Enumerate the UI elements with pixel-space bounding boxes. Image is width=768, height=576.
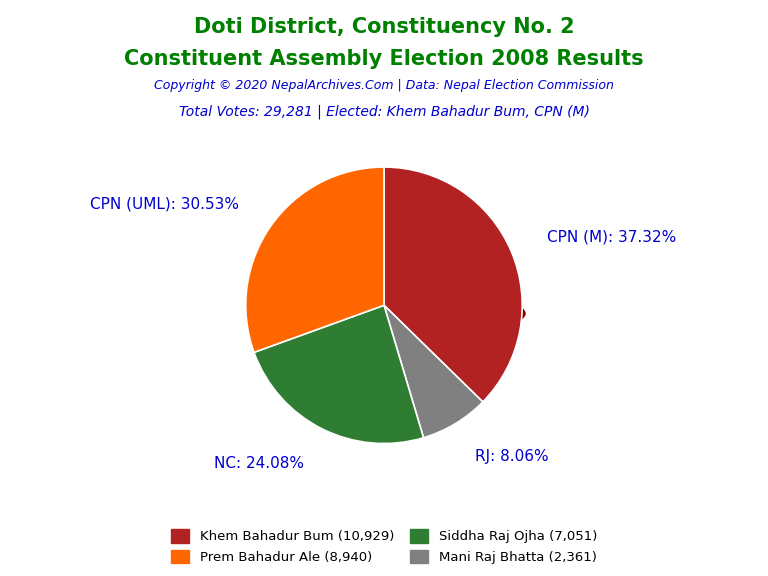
Text: NC: 24.08%: NC: 24.08% bbox=[214, 456, 304, 471]
Text: Constituent Assembly Election 2008 Results: Constituent Assembly Election 2008 Resul… bbox=[124, 49, 644, 69]
Text: Doti District, Constituency No. 2: Doti District, Constituency No. 2 bbox=[194, 17, 574, 37]
Text: CPN (UML): 30.53%: CPN (UML): 30.53% bbox=[90, 196, 239, 211]
Wedge shape bbox=[384, 167, 522, 402]
Text: Total Votes: 29,281 | Elected: Khem Bahadur Bum, CPN (M): Total Votes: 29,281 | Elected: Khem Baha… bbox=[179, 105, 589, 119]
Wedge shape bbox=[254, 305, 423, 444]
Legend: Khem Bahadur Bum (10,929), Prem Bahadur Ale (8,940), Siddha Raj Ojha (7,051), Ma: Khem Bahadur Bum (10,929), Prem Bahadur … bbox=[165, 524, 603, 570]
Wedge shape bbox=[246, 167, 384, 353]
Text: Copyright © 2020 NepalArchives.Com | Data: Nepal Election Commission: Copyright © 2020 NepalArchives.Com | Dat… bbox=[154, 79, 614, 93]
Ellipse shape bbox=[249, 289, 525, 338]
Text: RJ: 8.06%: RJ: 8.06% bbox=[475, 449, 549, 464]
Text: CPN (M): 37.32%: CPN (M): 37.32% bbox=[547, 229, 677, 244]
Wedge shape bbox=[384, 305, 483, 438]
